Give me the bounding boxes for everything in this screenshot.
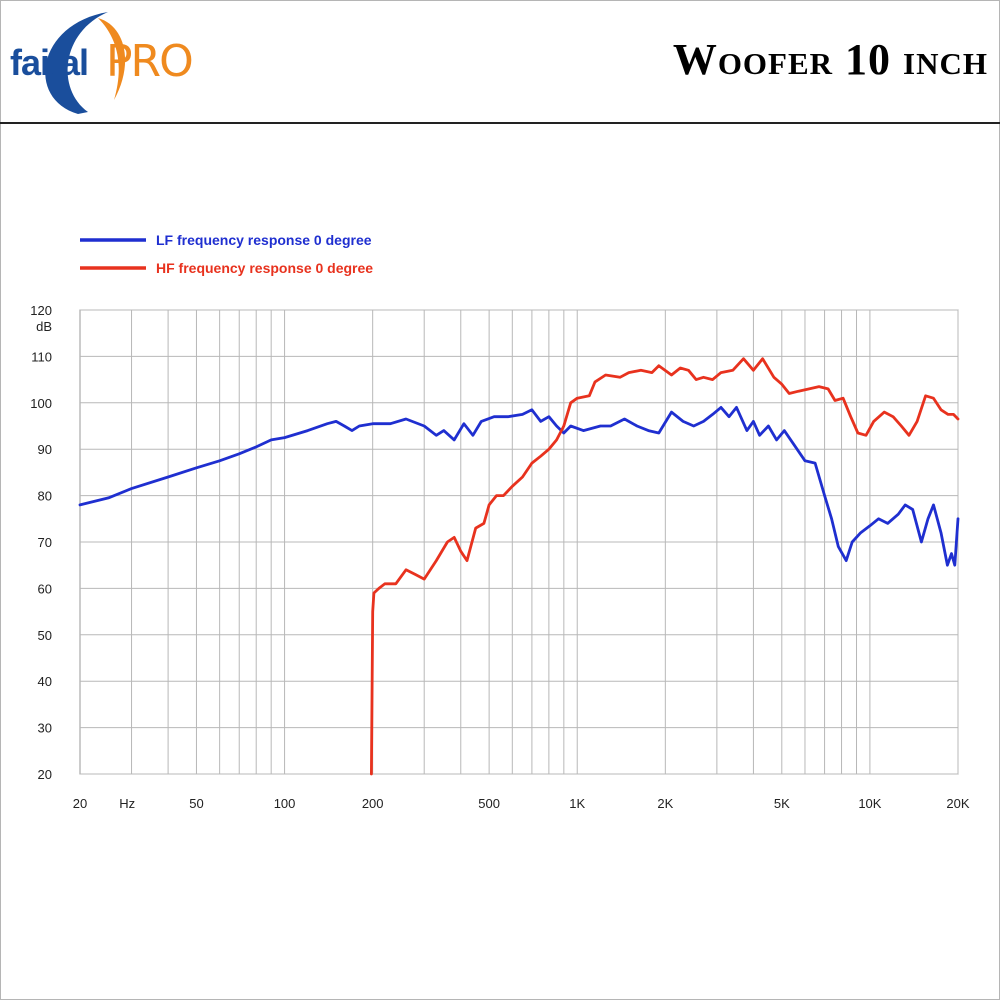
x-tick-label: 20K	[946, 796, 969, 811]
legend-label-lf: LF frequency response 0 degree	[156, 232, 372, 248]
header-divider	[0, 122, 1000, 124]
y-tick-label: 70	[38, 535, 52, 550]
brand-pro: PRO	[106, 36, 194, 87]
y-tick-label: 60	[38, 581, 52, 596]
x-tick-label: 200	[362, 796, 384, 811]
x-tick-label: 50	[189, 796, 203, 811]
x-tick-label: 10K	[858, 796, 881, 811]
chart-legend: LF frequency response 0 degree HF frequen…	[80, 232, 373, 276]
x-tick-label: 20	[73, 796, 87, 811]
brand-logo-swoosh-icon	[45, 12, 126, 114]
legend-label-hf: HF frequency response 0 degree	[156, 260, 373, 276]
y-tick-label: 100	[30, 396, 52, 411]
page-title: Woofer 10 inch	[672, 35, 988, 84]
y-tick-label: 120	[30, 303, 52, 318]
chart-axes: 120 110 100 90 80 70 60 50 40 30 20 dB 20 50 100 200 500…	[30, 303, 970, 811]
x-unit-label: Hz	[119, 796, 135, 811]
y-unit-label: dB	[36, 319, 52, 334]
brand-word: faital	[10, 42, 89, 83]
chart-series	[78, 357, 960, 776]
chart-grid	[79, 309, 959, 775]
y-tick-label: 80	[38, 489, 52, 504]
y-tick-label: 20	[38, 767, 52, 782]
x-tick-label: 500	[478, 796, 500, 811]
page-header: faital PRO Woofer 10 inch	[0, 0, 1000, 124]
x-tick-label: 100	[274, 796, 296, 811]
series-line-lf	[78, 406, 960, 567]
series-line-hf	[370, 357, 960, 776]
y-tick-label: 40	[38, 674, 52, 689]
x-tick-label: 5K	[774, 796, 790, 811]
y-tick-label: 90	[38, 442, 52, 457]
brand-logo: faital PRO	[6, 4, 206, 118]
y-tick-label: 30	[38, 721, 52, 736]
y-tick-label: 50	[38, 628, 52, 643]
x-tick-label: 2K	[657, 796, 673, 811]
x-tick-label: 1K	[569, 796, 585, 811]
y-tick-label: 110	[31, 349, 52, 364]
